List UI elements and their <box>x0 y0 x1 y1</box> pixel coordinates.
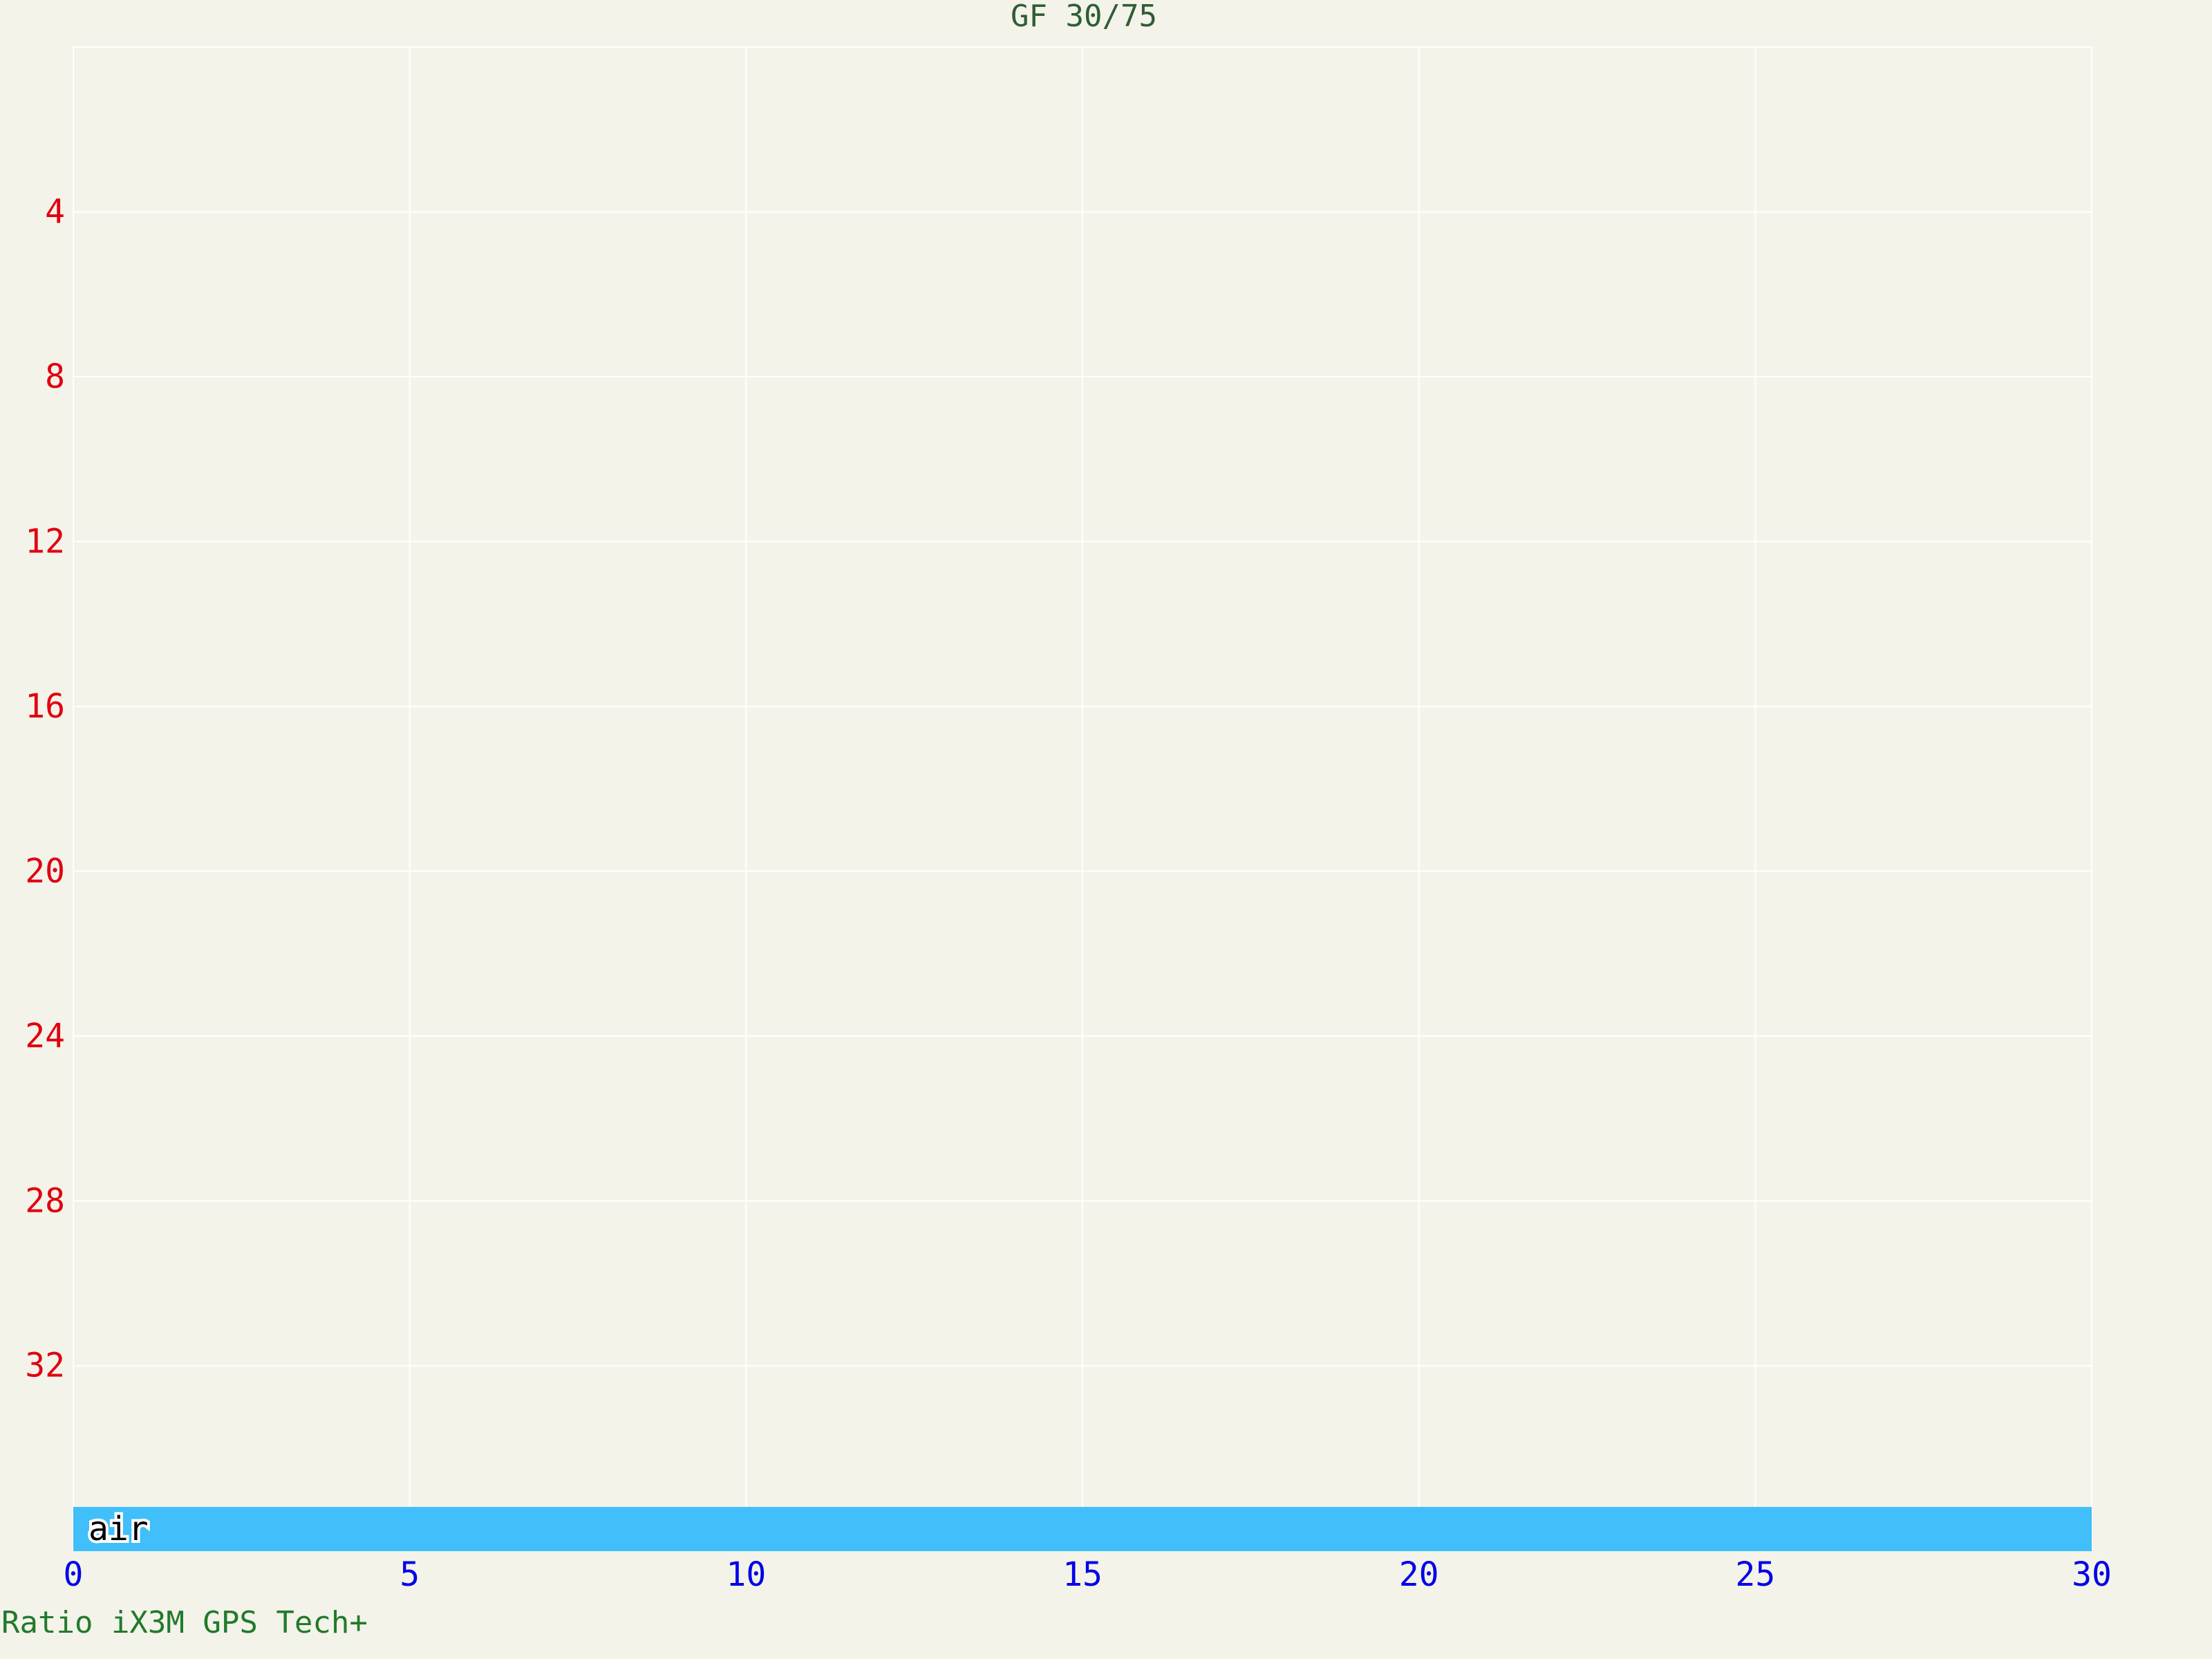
gas-label: air <box>88 1510 149 1548</box>
dive-computer-label: Ratio iX3M GPS Tech+ <box>1 1605 368 1640</box>
x-tick-label: 5 <box>400 1555 420 1594</box>
x-tick-label: 30 <box>2072 1555 2112 1594</box>
x-tick-label: 15 <box>1062 1555 1103 1594</box>
y-tick-label: 16 <box>25 687 65 726</box>
y-tick-label: 20 <box>25 852 65 890</box>
y-tick-label: 32 <box>25 1347 65 1385</box>
y-tick-label: 24 <box>25 1017 65 1056</box>
y-tick-label: 12 <box>25 522 65 561</box>
x-tick-label: 0 <box>64 1555 84 1594</box>
x-tick-label: 20 <box>1399 1555 1439 1594</box>
y-tick-label: 8 <box>45 357 65 396</box>
x-tick-label: 25 <box>1735 1555 1775 1594</box>
chart-title: GF 30/75 <box>1011 0 1157 34</box>
y-tick-label: 4 <box>45 192 65 231</box>
gas-bar <box>73 1507 2092 1551</box>
x-tick-label: 10 <box>726 1555 766 1594</box>
y-tick-label: 28 <box>25 1181 65 1220</box>
